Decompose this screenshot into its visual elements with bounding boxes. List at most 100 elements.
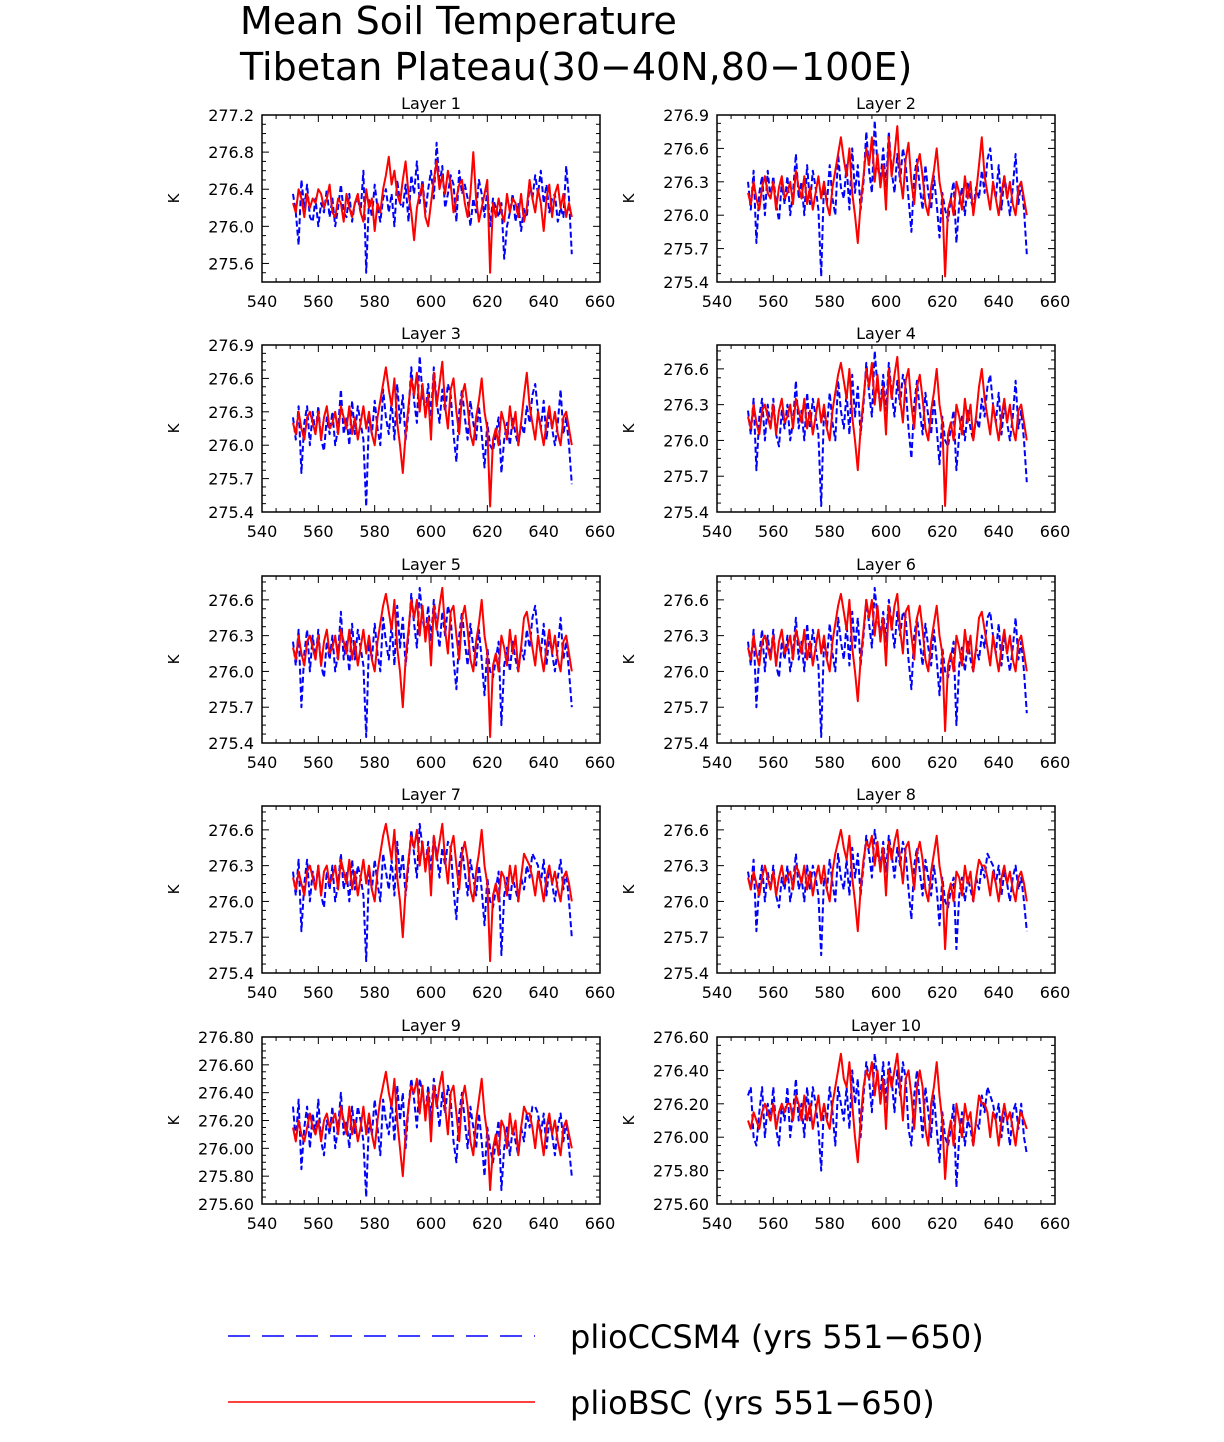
x-tick-label: 600 [871,292,902,311]
x-tick-label: 660 [1040,753,1071,772]
y-tick-label: 276.3 [663,857,709,876]
series-line-pliobsc [747,828,1028,951]
panel-layer-3: Layer 3 540 560 580 600 620 640 660 276.9 276.6 27… [165,324,615,541]
x-tick-label: 620 [927,522,958,541]
series-line-pliocesm4 [292,355,573,508]
x-tick-label: 580 [359,522,390,541]
panel-title: Layer 10 [851,1016,921,1035]
x-tick-label: 600 [871,753,902,772]
y-tick-label: 276.60 [198,1056,254,1075]
y-axis-label: K [620,883,638,894]
x-tick-label: 540 [702,522,733,541]
figure-title-line-2: Tibetan Plateau(30−40N,80−100E) [239,45,912,89]
x-tick-label: 640 [983,1214,1014,1233]
y-tick-label: 276.0 [663,431,709,450]
x-tick-label: 560 [758,983,789,1002]
series-line-pliocesm4 [292,141,573,274]
series-line-pliobsc [747,1052,1028,1180]
y-tick-label: 276.6 [208,821,254,840]
series-line-pliocesm4 [292,1077,573,1198]
x-tick-label: 580 [814,292,845,311]
x-tick-label: 660 [1040,983,1071,1002]
x-tick-label: 540 [247,1214,278,1233]
panel-layer-6: Layer 6 540 560 580 600 620 640 660 276.6 276.3 27… [620,555,1070,772]
y-tick-label: 275.4 [663,503,709,522]
x-tick-label: 660 [585,522,616,541]
y-tick-label: 275.4 [663,964,709,983]
plot-frame [716,344,1056,513]
series-line-pliobsc [747,355,1028,507]
y-axis-label: K [165,192,183,203]
x-tick-label: 660 [585,983,616,1002]
series-line-pliocesm4 [292,586,573,738]
legend-label-pliocesm4: plioCCSM4 (yrs 551−650) [570,1318,984,1356]
y-tick-label: 276.0 [663,892,709,911]
x-tick-label: 580 [359,1214,390,1233]
x-tick-label: 540 [247,292,278,311]
y-axis-label: K [165,883,183,894]
x-tick-label: 600 [416,292,447,311]
x-tick-label: 640 [528,753,559,772]
y-tick-label: 276.80 [198,1028,254,1047]
y-tick-label: 275.7 [663,240,709,259]
y-tick-label: 275.4 [208,964,254,983]
y-tick-label: 275.7 [208,698,254,717]
y-tick-label: 276.8 [208,143,254,162]
y-tick-label: 276.4 [208,180,254,199]
plot-frame [716,805,1056,974]
x-tick-label: 540 [702,753,733,772]
y-tick-label: 275.7 [663,928,709,947]
x-tick-label: 660 [1040,1214,1071,1233]
series-line-pliocesm4 [747,119,1028,278]
y-tick-label: 276.3 [208,857,254,876]
y-tick-label: 276.00 [653,1128,709,1147]
y-axis-label: K [165,422,183,433]
plot-frame [716,114,1056,283]
plot-frame [261,344,601,513]
x-tick-label: 620 [927,1214,958,1233]
y-tick-label: 276.0 [663,662,709,681]
x-tick-label: 640 [528,522,559,541]
x-tick-label: 660 [585,753,616,772]
y-tick-label: 276.6 [663,821,709,840]
x-tick-label: 580 [814,522,845,541]
panel-layer-10: Layer 10 540 560 580 600 620 640 660 276.60 276.4… [620,1016,1070,1233]
panel-title: Layer 5 [401,555,461,574]
panel-layer-7: Layer 7 540 560 580 600 620 640 660 276.6 276.3 27… [165,785,615,1002]
x-tick-label: 600 [416,983,447,1002]
y-tick-label: 276.20 [198,1112,254,1131]
series-line-pliobsc [292,586,573,738]
y-tick-label: 275.60 [653,1195,709,1214]
x-tick-label: 660 [1040,522,1071,541]
panel-title: Layer 9 [401,1016,461,1035]
x-tick-label: 560 [303,292,334,311]
y-axis-label: K [620,653,638,664]
y-tick-label: 275.4 [208,734,254,753]
y-tick-label: 276.00 [198,1139,254,1158]
x-tick-label: 660 [585,1214,616,1233]
series-line-pliobsc [292,360,573,508]
y-tick-label: 276.0 [208,217,254,236]
x-tick-label: 620 [927,983,958,1002]
panel-title: Layer 7 [401,785,461,804]
y-axis-label: K [620,422,638,433]
x-tick-label: 580 [814,983,845,1002]
x-tick-label: 640 [528,1214,559,1233]
y-axis-label: K [620,192,638,203]
x-tick-label: 640 [983,292,1014,311]
y-tick-label: 275.7 [663,698,709,717]
x-tick-label: 620 [472,1214,503,1233]
panel-layer-8: Layer 8 540 560 580 600 620 640 660 276.6 276.3 27… [620,785,1070,1002]
panel-title: Layer 8 [856,785,916,804]
y-tick-label: 275.4 [208,503,254,522]
y-tick-label: 276.3 [208,627,254,646]
series-line-pliobsc [747,125,1028,278]
panel-layer-4: Layer 4 540 560 580 600 620 640 660 276.6 276.3 27… [620,324,1070,541]
panel-title: Layer 6 [856,555,916,574]
x-tick-label: 560 [758,753,789,772]
y-axis-label: K [165,1114,183,1125]
x-tick-label: 600 [871,983,902,1002]
panel-title: Layer 4 [856,324,916,343]
y-tick-label: 275.4 [663,273,709,292]
